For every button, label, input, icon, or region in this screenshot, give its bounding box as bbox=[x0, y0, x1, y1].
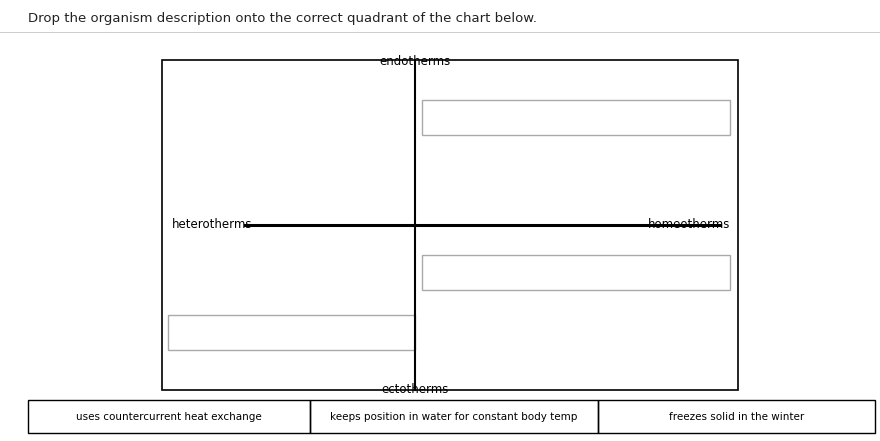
Text: heterotherms: heterotherms bbox=[172, 218, 253, 232]
Text: endotherms: endotherms bbox=[379, 55, 451, 68]
Text: Drop the organism description onto the correct quadrant of the chart below.: Drop the organism description onto the c… bbox=[28, 12, 537, 25]
Text: homeotherms: homeotherms bbox=[648, 218, 730, 232]
Text: uses countercurrent heat exchange: uses countercurrent heat exchange bbox=[77, 411, 262, 422]
Text: ectotherms: ectotherms bbox=[381, 383, 449, 396]
Text: keeps position in water for constant body temp: keeps position in water for constant bod… bbox=[330, 411, 577, 422]
Text: freezes solid in the winter: freezes solid in the winter bbox=[669, 411, 804, 422]
